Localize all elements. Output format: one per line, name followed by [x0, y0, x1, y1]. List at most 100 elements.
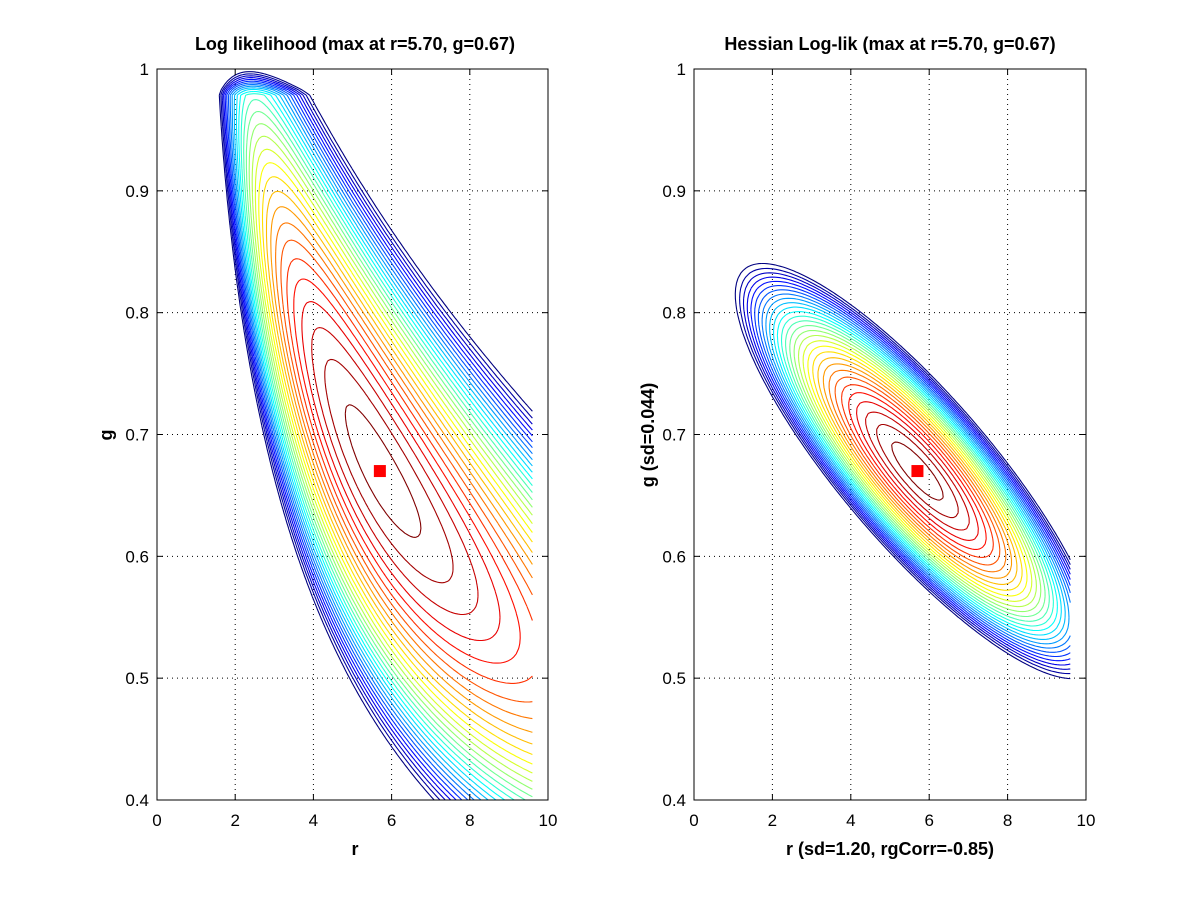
left-contour-panel: Log likelihood (max at r=5.70, g=0.67) 0… [96, 34, 557, 859]
contour-level-line [311, 327, 479, 616]
contour-level-line [789, 325, 1046, 618]
contour-level-line [324, 358, 454, 584]
contour-level-line [876, 423, 959, 519]
contour-level-line [817, 357, 1018, 585]
contour-level-line [227, 82, 533, 801]
contour-level-line [223, 77, 533, 801]
contour-level-line [275, 222, 533, 720]
left-contour-lines [218, 71, 533, 801]
y-tick-label: 0.7 [662, 426, 686, 445]
contour-level-line [235, 88, 533, 801]
contour-level-line [785, 320, 1050, 622]
left-max-marker [373, 465, 386, 478]
contour-level-line [765, 297, 1070, 645]
contour-level-line [802, 340, 1033, 602]
right-y-label: g (sd=0.044) [638, 383, 658, 488]
contour-level-line [734, 262, 1071, 680]
contour-level-line [224, 78, 533, 801]
x-tick-label: 8 [465, 811, 474, 830]
x-tick-label: 0 [689, 811, 698, 830]
contour-level-line [739, 267, 1071, 675]
contour-level-line [280, 239, 533, 703]
contour-level-line [746, 276, 1071, 666]
contour-level-line [270, 206, 533, 733]
contour-level-line [229, 83, 533, 801]
y-tick-label: 0.8 [125, 304, 149, 323]
contour-level-line [245, 110, 533, 798]
x-tick-label: 10 [539, 811, 558, 830]
contour-level-line [754, 285, 1071, 658]
left-title: Log likelihood (max at r=5.70, g=0.67) [195, 34, 515, 54]
contour-level-line [254, 148, 533, 774]
x-tick-label: 2 [768, 811, 777, 830]
contour-level-line [243, 99, 533, 801]
contour-level-line [840, 384, 994, 558]
left-x-label: r [351, 839, 358, 859]
y-tick-label: 0.4 [662, 791, 686, 810]
contour-level-line [240, 93, 533, 801]
contour-level-line [261, 176, 533, 756]
contour-level-line [301, 301, 501, 642]
y-tick-label: 0.8 [662, 304, 686, 323]
contour-level-line [221, 75, 533, 801]
right-contour-lines [734, 262, 1071, 680]
contour-level-line [248, 123, 533, 790]
left-gridlines [157, 69, 548, 800]
contour-level-line [891, 441, 944, 501]
left-y-label: g [96, 430, 116, 441]
left-y-ticks: 0.4 0.5 0.6 0.7 0.8 0.9 1 [125, 60, 548, 810]
y-tick-label: 1 [677, 60, 686, 79]
x-tick-label: 4 [309, 811, 318, 830]
contour-level-line [226, 80, 533, 801]
left-x-ticks: 0 2 4 6 8 10 [152, 69, 557, 830]
contour-level-line [769, 302, 1066, 640]
x-tick-label: 2 [230, 811, 239, 830]
contour-level-line [773, 306, 1062, 636]
y-tick-label: 0.5 [662, 669, 686, 688]
contour-level-line [265, 190, 533, 745]
right-max-marker [911, 465, 924, 478]
contour-level-line [776, 311, 1058, 632]
y-tick-label: 1 [140, 60, 149, 79]
x-tick-label: 8 [1003, 811, 1012, 830]
contour-level-line [344, 404, 422, 538]
y-tick-label: 0.4 [125, 791, 149, 810]
y-tick-label: 0.6 [662, 547, 686, 566]
right-gridlines [694, 69, 1086, 800]
contour-level-line [761, 293, 1071, 649]
contour-level-line [807, 345, 1028, 597]
contour-level-line [757, 289, 1071, 653]
y-tick-label: 0.9 [125, 182, 149, 201]
contour-level-line [793, 329, 1042, 613]
contour-level-line [848, 392, 987, 550]
contour-level-line [750, 280, 1071, 662]
contour-level-line [231, 85, 533, 801]
contour-level-line [780, 315, 1054, 627]
x-tick-label: 6 [924, 811, 933, 830]
contour-level-line [812, 351, 1023, 591]
contour-level-line [742, 272, 1071, 670]
contour-level-line [822, 363, 1013, 579]
contour-level-line [286, 258, 533, 684]
contour-level-line [220, 73, 533, 801]
right-x-label: r (sd=1.20, rgCorr=-0.85) [786, 839, 994, 859]
contour-level-line [834, 376, 1001, 566]
contour-level-line [218, 71, 533, 801]
y-tick-label: 0.6 [125, 547, 149, 566]
contour-level-line [258, 162, 533, 765]
x-tick-label: 0 [152, 811, 161, 830]
x-tick-label: 4 [846, 811, 855, 830]
y-tick-label: 0.9 [662, 182, 686, 201]
right-x-ticks: 0 2 4 6 8 10 [689, 69, 1095, 830]
x-tick-label: 10 [1077, 811, 1096, 830]
right-contour-panel: Hessian Log-lik (max at r=5.70, g=0.67) … [638, 34, 1095, 859]
contour-level-line [828, 369, 1007, 573]
contour-level-line [251, 135, 533, 782]
contour-level-line [293, 278, 521, 664]
y-tick-label: 0.7 [125, 426, 149, 445]
contour-level-line [856, 401, 979, 541]
x-tick-label: 6 [387, 811, 396, 830]
right-y-ticks: 0.4 0.5 0.6 0.7 0.8 0.9 1 [662, 60, 1086, 810]
contour-level-line [865, 411, 970, 531]
